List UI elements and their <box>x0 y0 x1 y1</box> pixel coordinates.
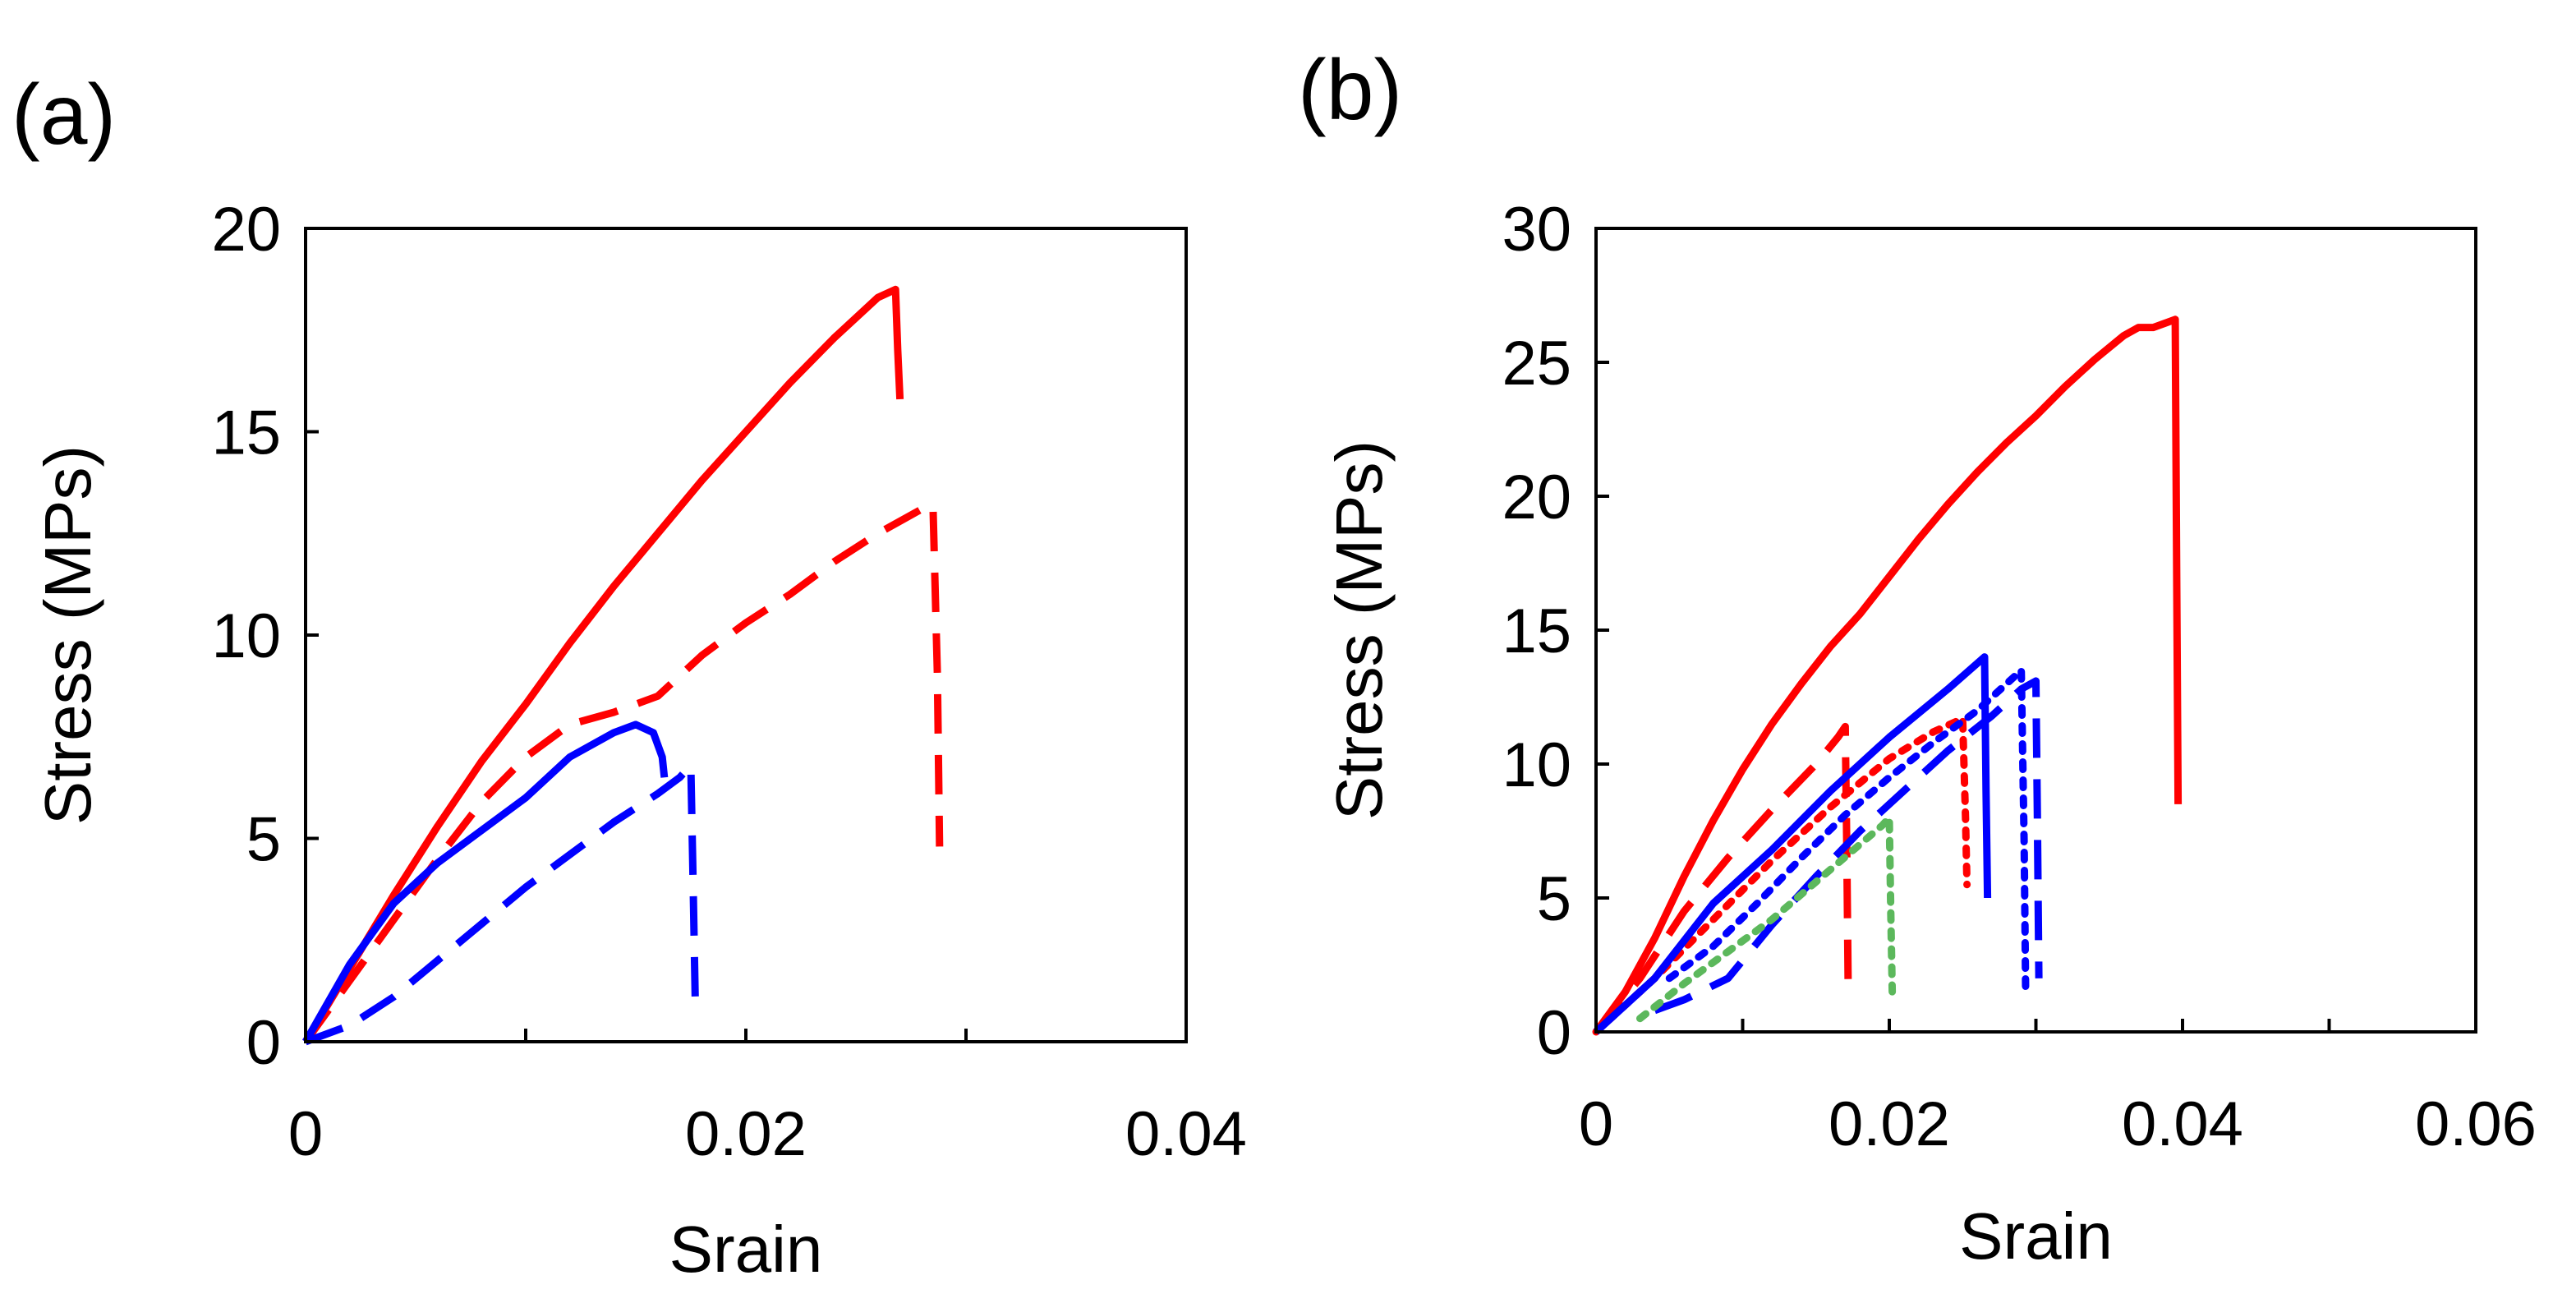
panel-a-axes-frame <box>304 227 1188 1043</box>
panel-b-y-tick-label: 20 <box>1502 463 1571 532</box>
panel-a-series-blue-solid <box>302 721 669 1044</box>
panel-b-series-group <box>1592 315 2183 1036</box>
panel-b-series-red-dashed <box>1593 722 1852 1034</box>
panel-a-series-blue-dashed <box>304 761 699 1046</box>
panel-b-x-tick-label: 0.06 <box>2415 1089 2537 1159</box>
panel-b: (b) 0 0.02 0.04 0.06 0 5 10 15 20 25 30 Srain Stress… <box>1298 43 2537 1273</box>
panel-b-label: (b) <box>1298 43 1402 138</box>
panel-a-label: (a) <box>12 67 116 163</box>
panel-a-x-tick-label: 0.02 <box>685 1099 807 1169</box>
panel-a-y-tick-label: 15 <box>211 398 281 468</box>
panel-b-x-tick-label: 0 <box>1579 1089 1613 1159</box>
panel-b-series-blue-dashed <box>1653 677 2043 1015</box>
panel-a-series-group <box>302 285 944 1046</box>
panel-b-series-green-dotted <box>1636 813 1897 1023</box>
panel-b-y-tick-label: 0 <box>1537 998 1571 1068</box>
panel-b-y-tick-label: 15 <box>1502 596 1571 666</box>
panel-b-y-tick-label: 25 <box>1502 329 1571 398</box>
panel-b-y-axis-title: Stress (MPs) <box>1322 440 1396 820</box>
panel-b-series-red-solid <box>1593 315 2183 1034</box>
panel-a-x-axis-title: Srain <box>669 1213 823 1286</box>
panel-a-series-red-solid <box>302 285 904 1044</box>
panel-b-y-tick-label: 10 <box>1502 730 1571 800</box>
panel-b-y-tick-label: 5 <box>1537 864 1571 934</box>
panel-b-series-red-dotted <box>1592 715 1971 1036</box>
panel-a-y-axis-title: Stress (MPs) <box>31 445 104 825</box>
panel-a-y-tick-label: 10 <box>211 601 281 671</box>
panel-a-y-tick-label: 5 <box>246 805 281 875</box>
panel-b-x-tick-label: 0.04 <box>2122 1089 2243 1159</box>
panel-a: (a) 0 0.02 0.04 0 5 10 15 20 Srain Stress (MPs) <box>12 67 1247 1286</box>
panel-a-series-red-dashed <box>302 501 944 1044</box>
panel-a-plot-area: 0 0.02 0.04 0 5 10 15 20 Srain Stress (MPs) <box>31 195 1247 1286</box>
panel-a-y-tick-label: 20 <box>211 195 281 265</box>
panel-b-x-tick-label: 0.02 <box>1828 1089 1950 1159</box>
panel-b-x-axis-title: Srain <box>1959 1199 2113 1273</box>
panel-a-x-tick-label: 0 <box>288 1099 323 1169</box>
panel-a-y-tick-label: 0 <box>246 1008 281 1078</box>
panel-b-series-blue-dotted <box>1665 666 2030 996</box>
panel-a-x-tick-label: 0.04 <box>1125 1099 1247 1169</box>
panel-b-y-tick-label: 30 <box>1502 195 1571 265</box>
panel-b-plot-area: 0 0.02 0.04 0.06 0 5 10 15 20 25 30 Srain Stress (MP… <box>1322 195 2537 1273</box>
